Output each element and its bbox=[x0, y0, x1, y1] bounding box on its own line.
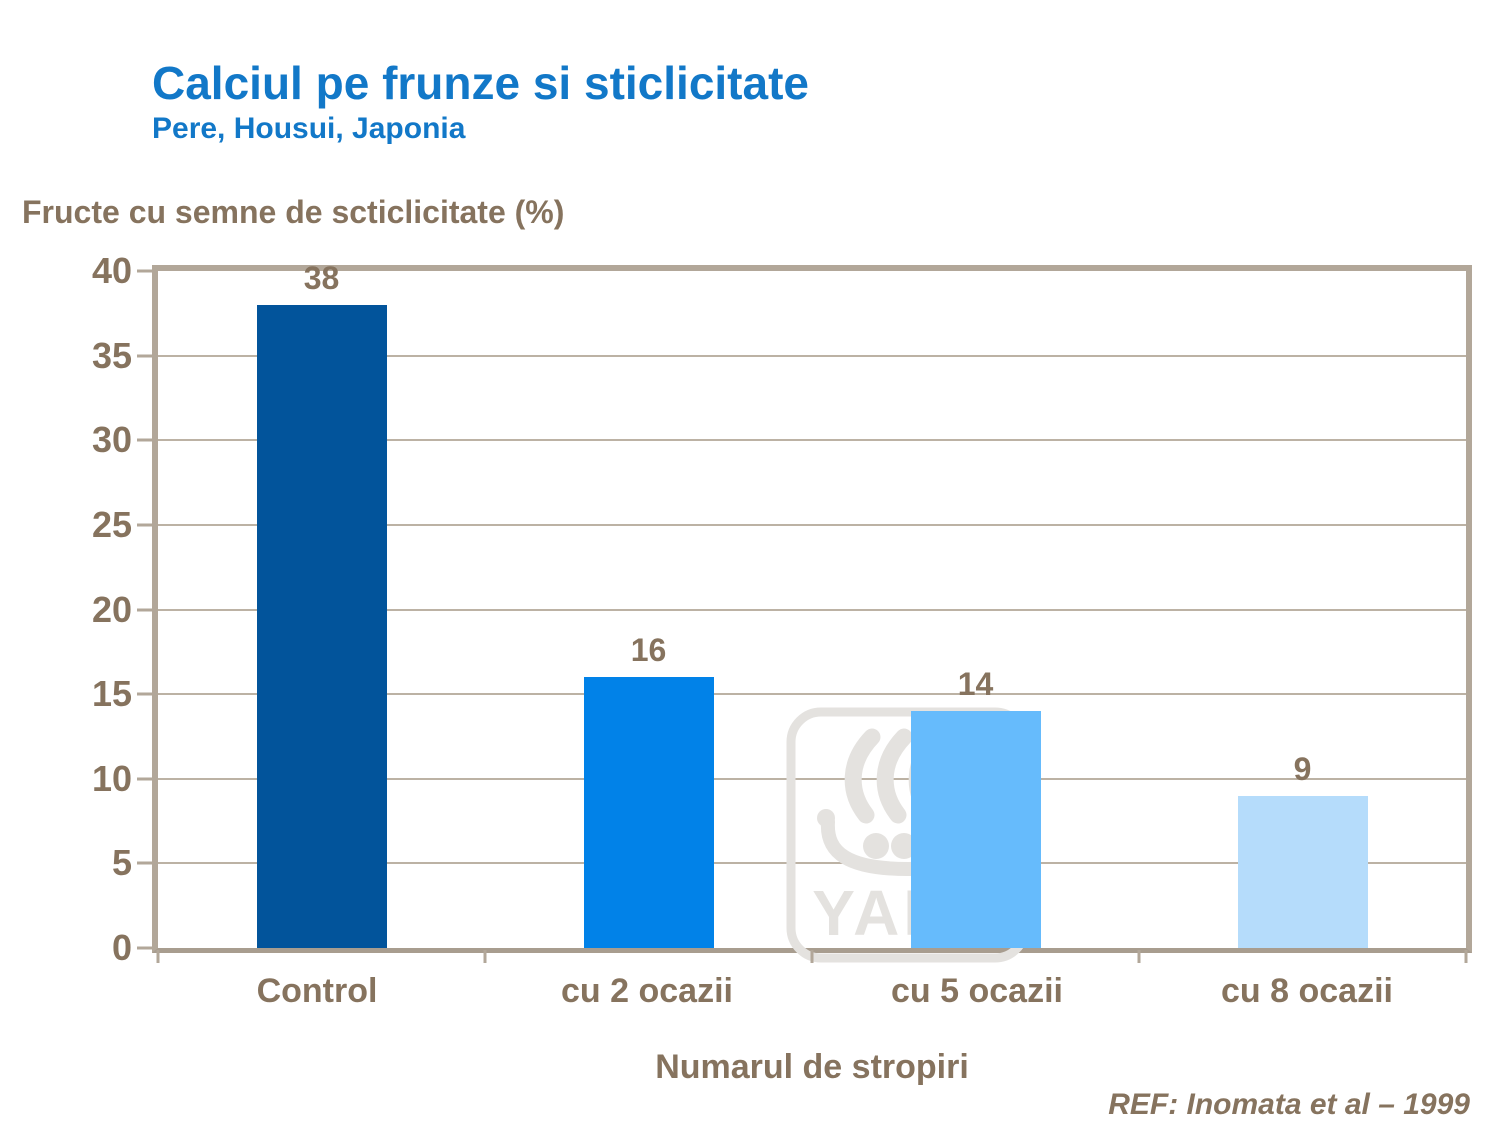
y-tick-label-35: 35 bbox=[91, 334, 132, 376]
x-tick-mark bbox=[1137, 950, 1141, 963]
plot-area: YARA 38 16 14 9 bbox=[152, 260, 1472, 963]
y-tick-label-15: 15 bbox=[91, 673, 132, 715]
y-tick-label-25: 25 bbox=[91, 503, 132, 545]
y-tick-mark bbox=[137, 608, 152, 611]
y-tick-mark bbox=[137, 777, 152, 781]
chart-subtitle: Pere, Housui, Japonia bbox=[152, 112, 466, 145]
bar-value-label: 16 bbox=[630, 632, 667, 669]
x-category-label-cu 8 ocazii: cu 8 ocazii bbox=[1221, 972, 1393, 1010]
y-tick-mark bbox=[137, 861, 152, 865]
bar-cu 8 ocazii bbox=[1237, 795, 1368, 948]
y-tick-label-5: 5 bbox=[111, 842, 132, 884]
gridline-15 bbox=[158, 693, 1466, 696]
y-tick-label-10: 10 bbox=[91, 757, 132, 799]
y-axis-label: Fructe cu semne de scticlicitate (%) bbox=[22, 194, 565, 230]
x-category-label-Control: Control bbox=[256, 972, 378, 1010]
x-axis-category-labels: Control cu 2 ocazii cu 5 ocazii cu 8 ocazii bbox=[152, 972, 1472, 1017]
bar-value-label: 38 bbox=[303, 259, 340, 296]
bar-Control bbox=[256, 304, 387, 948]
y-tick-mark bbox=[137, 946, 152, 950]
y-tick-mark bbox=[137, 354, 152, 358]
y-tick-mark bbox=[137, 269, 152, 273]
y-tick-label-20: 20 bbox=[91, 588, 132, 630]
bar-value-label: 9 bbox=[1293, 750, 1312, 787]
x-category-label-cu 5 ocazii: cu 5 ocazii bbox=[891, 972, 1063, 1010]
y-axis-tick-labels: 0 5 10 15 20 25 30 35 40 bbox=[40, 250, 132, 968]
bar-value-label: 14 bbox=[957, 666, 994, 703]
y-tick-label-30: 30 bbox=[91, 419, 132, 461]
y-tick-mark bbox=[137, 438, 152, 442]
bar-cu 2 ocazii bbox=[583, 677, 714, 948]
x-tick-mark bbox=[1464, 950, 1468, 963]
x-tick-mark bbox=[156, 950, 160, 963]
y-tick-label-0: 0 bbox=[111, 927, 132, 968]
y-tick-mark bbox=[137, 523, 152, 527]
y-tick-mark bbox=[137, 692, 152, 696]
gridline-35 bbox=[158, 354, 1466, 357]
reference-text: REF: Inomata et al – 1999 bbox=[1108, 1088, 1470, 1121]
y-tick-label-40: 40 bbox=[91, 250, 132, 291]
bar-cu 5 ocazii bbox=[910, 711, 1041, 948]
x-category-label-cu 2 ocazii: cu 2 ocazii bbox=[561, 972, 733, 1010]
x-tick-mark bbox=[810, 950, 814, 963]
chart-title: Calciul pe frunze si sticlicitate bbox=[152, 57, 809, 109]
x-axis-title: Numarul de stropiri bbox=[655, 1048, 969, 1086]
gridline-30 bbox=[158, 439, 1466, 442]
gridline-25 bbox=[158, 523, 1466, 526]
x-tick-mark bbox=[483, 950, 487, 963]
gridline-20 bbox=[158, 608, 1466, 611]
